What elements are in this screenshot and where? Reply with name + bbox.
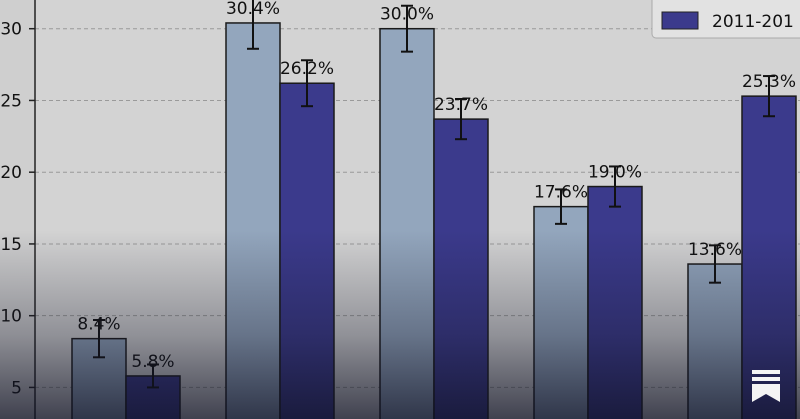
bar-series-1-group-3 — [379, 27, 435, 419]
bar-series-2-group-2 — [279, 82, 335, 419]
data-label: 23.7% — [434, 95, 488, 115]
legend-swatch-series-2 — [661, 11, 699, 30]
bar-series-1-group-5 — [687, 263, 743, 419]
bar-series-2-group-3 — [433, 118, 489, 419]
legend-label-series-2: 2011-201 — [712, 12, 794, 32]
data-label: 25.3% — [742, 72, 796, 92]
bar-series-1-group-2 — [225, 22, 281, 419]
legend: 2011-201 — [651, 0, 800, 39]
data-label: 8.4% — [77, 315, 120, 335]
data-label: 19.0% — [588, 163, 642, 183]
y-tick-label: 25 — [0, 91, 22, 111]
data-label: 5.8% — [131, 352, 174, 372]
bookmark-icon[interactable] — [750, 368, 782, 404]
y-tick-label: 20 — [0, 163, 22, 183]
data-label: 13.6% — [688, 240, 742, 260]
data-label: 26.2% — [280, 59, 334, 79]
bar-series-2-group-4 — [587, 185, 643, 419]
y-tick-label: 30 — [0, 20, 22, 40]
y-tick-label: 10 — [0, 307, 22, 327]
y-tick-label: 15 — [0, 235, 22, 255]
data-label: 17.6% — [534, 183, 588, 203]
data-label: 30.4% — [226, 0, 280, 19]
data-label: 30.0% — [380, 5, 434, 25]
y-tick-label: 5 — [11, 378, 22, 398]
y-axis: 5 10 15 20 25 30 — [0, 20, 35, 398]
bar-series-1-group-4 — [533, 205, 589, 419]
